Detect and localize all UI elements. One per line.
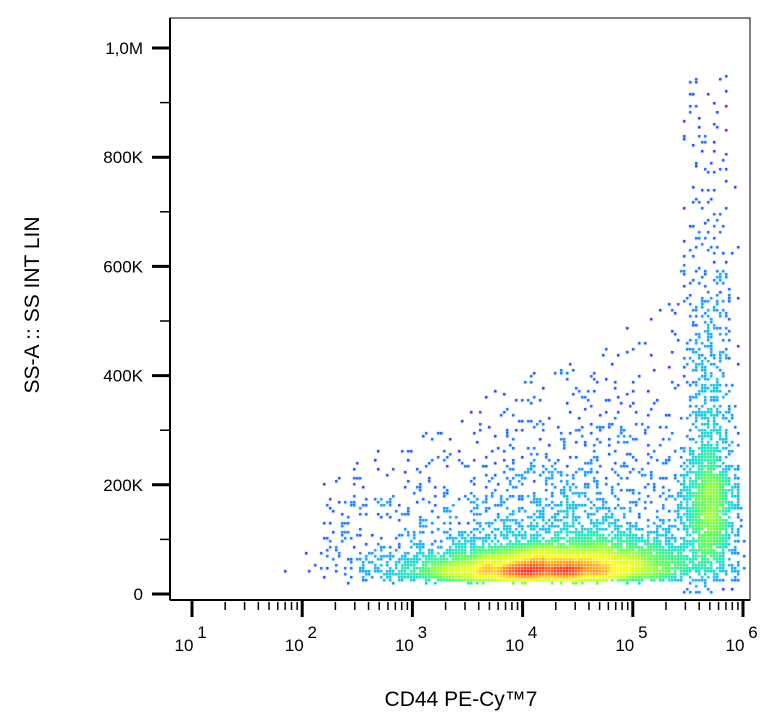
y-axis-ticks: 0 200K 400K 600K 800K 1,0M [103,39,170,604]
x-tick-label: 10 [726,636,745,655]
x-tick-label: 10 [505,636,524,655]
y-tick-label: 200K [103,476,143,495]
x-tick-exponent: 3 [418,623,427,642]
x-tick-label: 10 [285,636,304,655]
x-tick-label: 10 [395,636,414,655]
x-tick-exponent: 2 [307,623,316,642]
y-tick-label: 1,0M [105,39,143,58]
x-tick-label: 10 [175,636,194,655]
y-axis-title: SS-A :: SS INT LIN [21,216,44,393]
x-tick-exponent: 4 [528,623,537,642]
x-tick-exponent: 6 [748,623,757,642]
density-points [170,18,750,600]
x-tick-exponent: 5 [638,623,647,642]
y-tick-label: 600K [103,257,143,276]
x-tick-exponent: 1 [197,623,206,642]
y-tick-label: 0 [134,585,143,604]
y-tick-label: 800K [103,148,143,167]
x-axis-title: CD44 PE-Cy™7 [385,688,538,711]
x-tick-label: 10 [615,636,634,655]
y-tick-label: 400K [103,367,143,386]
